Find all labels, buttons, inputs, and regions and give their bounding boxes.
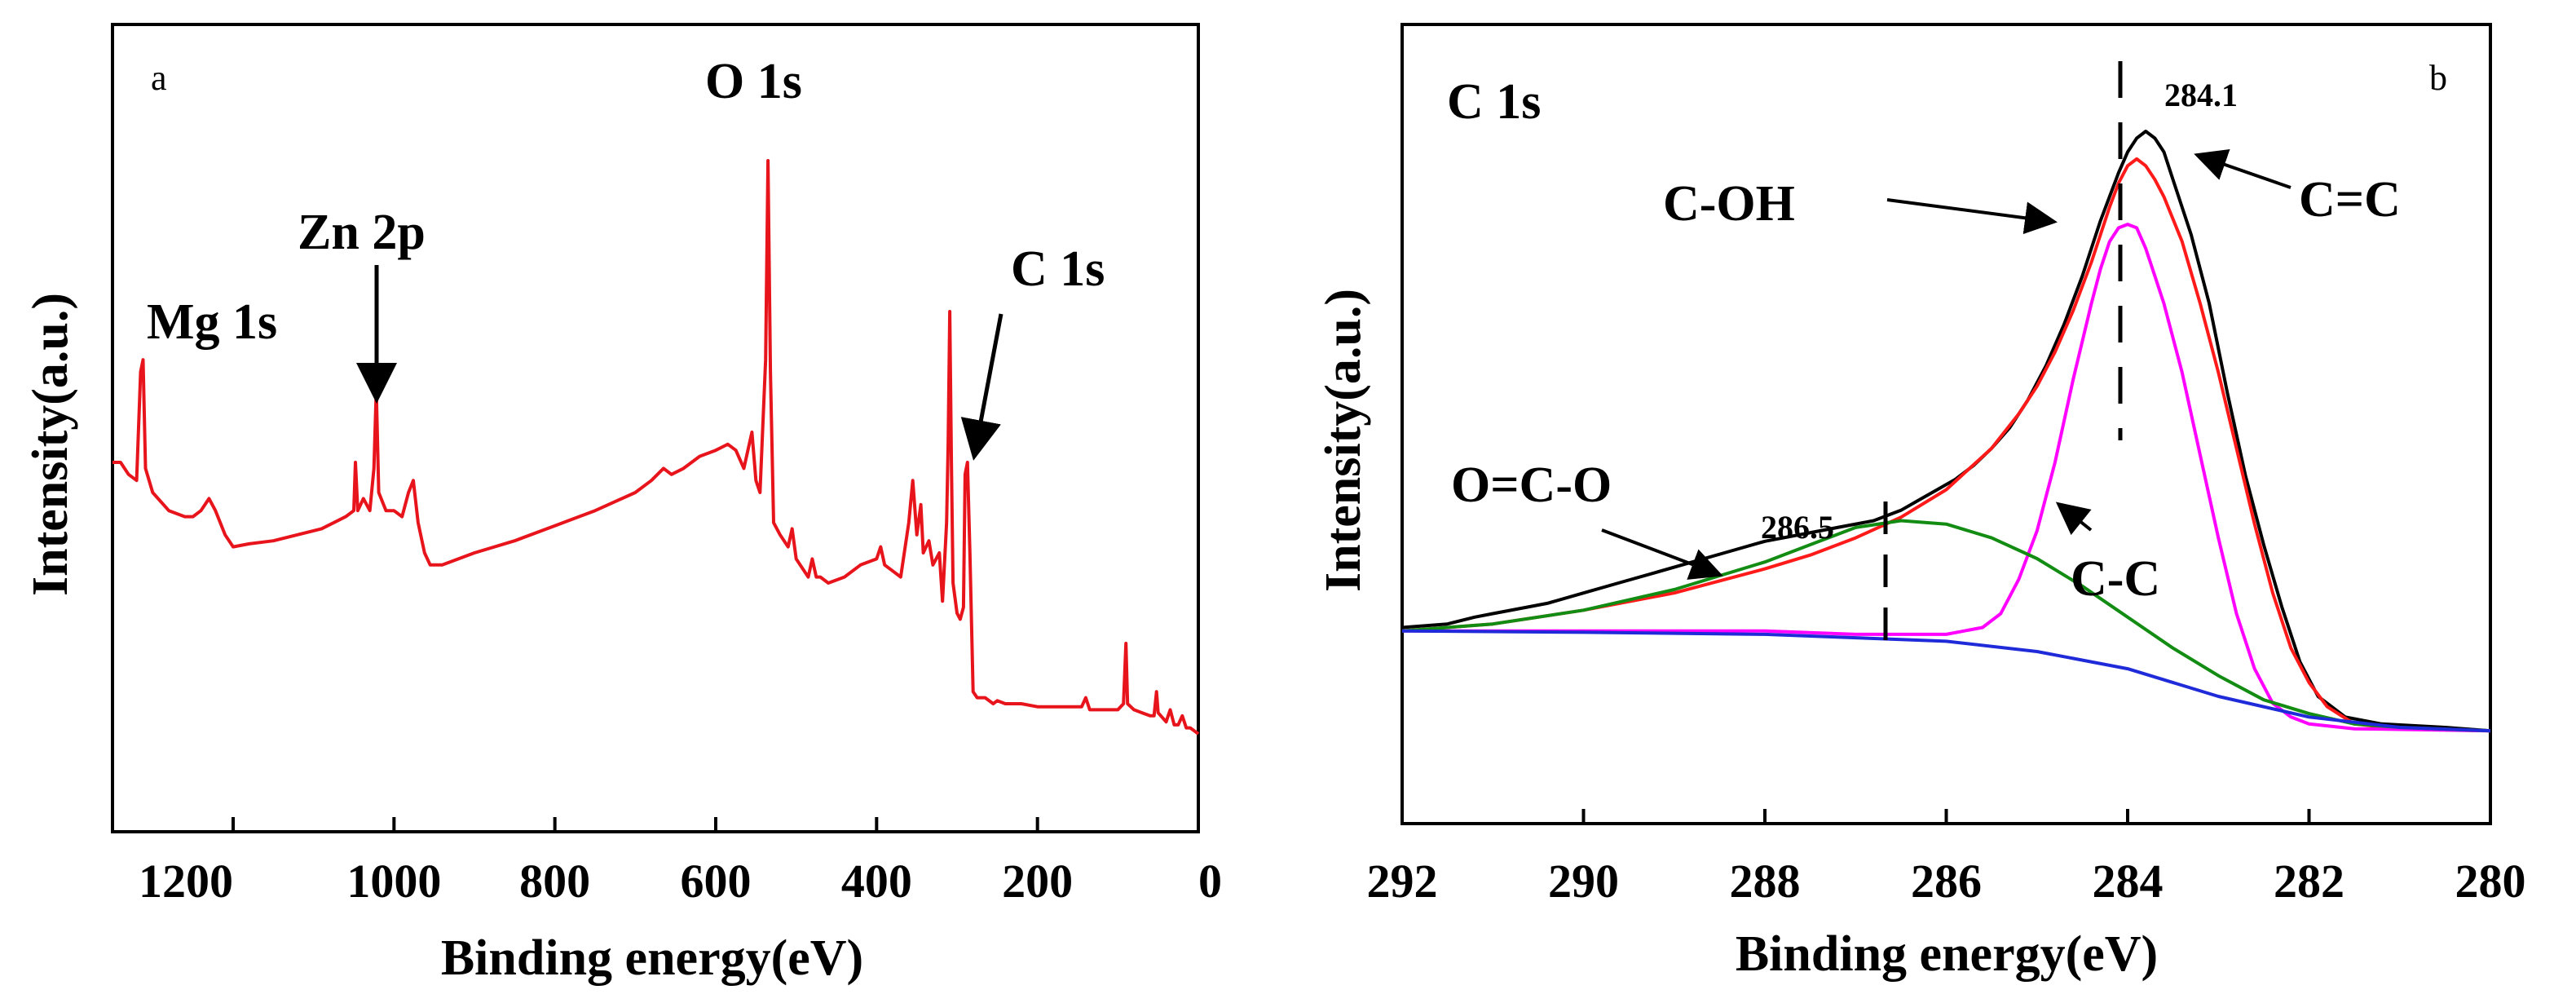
tick-label-800: 800 xyxy=(519,855,590,908)
c-oh-label: C-OH xyxy=(1663,176,1795,232)
c-1s-arrow xyxy=(960,313,1003,461)
series-background xyxy=(1401,629,2491,733)
tick-label-1000: 1000 xyxy=(346,855,441,908)
tick-label-292: 292 xyxy=(1367,855,1438,908)
panel-a: 1200 1000 800 600 400 200 0 a Mg 1s Zn 2p O 1s… xyxy=(23,23,1222,986)
o-c-o-label: O=C-O xyxy=(1451,457,1612,513)
c-double-c-label: C=C xyxy=(2299,172,2401,228)
tick-label-288: 288 xyxy=(1730,855,1801,908)
tick-label-286: 286 xyxy=(1911,855,1982,908)
panel-b-x-ticks: 292 290 288 286 284 282 280 xyxy=(1367,809,2526,908)
tick-label-284: 284 xyxy=(2093,855,2164,908)
mg-1s-label: Mg 1s xyxy=(147,294,277,350)
c-1s-label: C 1s xyxy=(1011,241,1105,297)
zn-2p-label: Zn 2p xyxy=(298,205,426,260)
panel-a-x-ticks: 1200 1000 800 600 400 200 0 xyxy=(139,817,1222,908)
panel-b-y-axis-label: Intensity(a.u.) xyxy=(1316,289,1371,592)
panel-a-x-axis-label: Binding energy(eV) xyxy=(441,930,863,986)
marker-label-284-1: 284.1 xyxy=(2164,77,2238,113)
series-fit-envelope xyxy=(1401,157,2491,733)
series-survey xyxy=(112,159,1200,736)
panel-a-frame xyxy=(111,23,1200,833)
c-oh-arrow xyxy=(1886,198,2058,235)
c-c-label: C-C xyxy=(2071,551,2160,607)
tick-label-0: 0 xyxy=(1198,855,1222,908)
panel-a-label: a xyxy=(151,58,167,98)
o-1s-label: O 1s xyxy=(705,54,802,109)
panel-b: 292 290 288 286 284 282 280 b C 1s 284.1 286.5… xyxy=(1316,23,2526,982)
marker-label-286-5: 286.5 xyxy=(1761,509,1834,546)
tick-label-1200: 1200 xyxy=(139,855,233,908)
panel-b-series xyxy=(1401,130,2491,733)
tick-label-290: 290 xyxy=(1548,855,1619,908)
panel-a-series xyxy=(112,159,1200,736)
panel-b-label: b xyxy=(2429,58,2447,98)
tick-label-200: 200 xyxy=(1002,855,1073,908)
tick-label-282: 282 xyxy=(2274,855,2344,908)
tick-label-600: 600 xyxy=(681,855,752,908)
panel-b-x-axis-label: Binding energy(eV) xyxy=(1736,926,2158,982)
series-o-c-o-286-5 xyxy=(1401,519,2491,733)
tick-label-280: 280 xyxy=(2455,855,2526,908)
tick-label-400: 400 xyxy=(841,855,912,908)
panel-a-y-axis-label: Intensity(a.u.) xyxy=(23,293,78,596)
o-c-o-arrow xyxy=(1601,528,1723,580)
c-c-arrow xyxy=(2055,502,2093,536)
panel-b-title: C 1s xyxy=(1447,74,1541,130)
c-double-c-arrow xyxy=(2194,148,2291,189)
